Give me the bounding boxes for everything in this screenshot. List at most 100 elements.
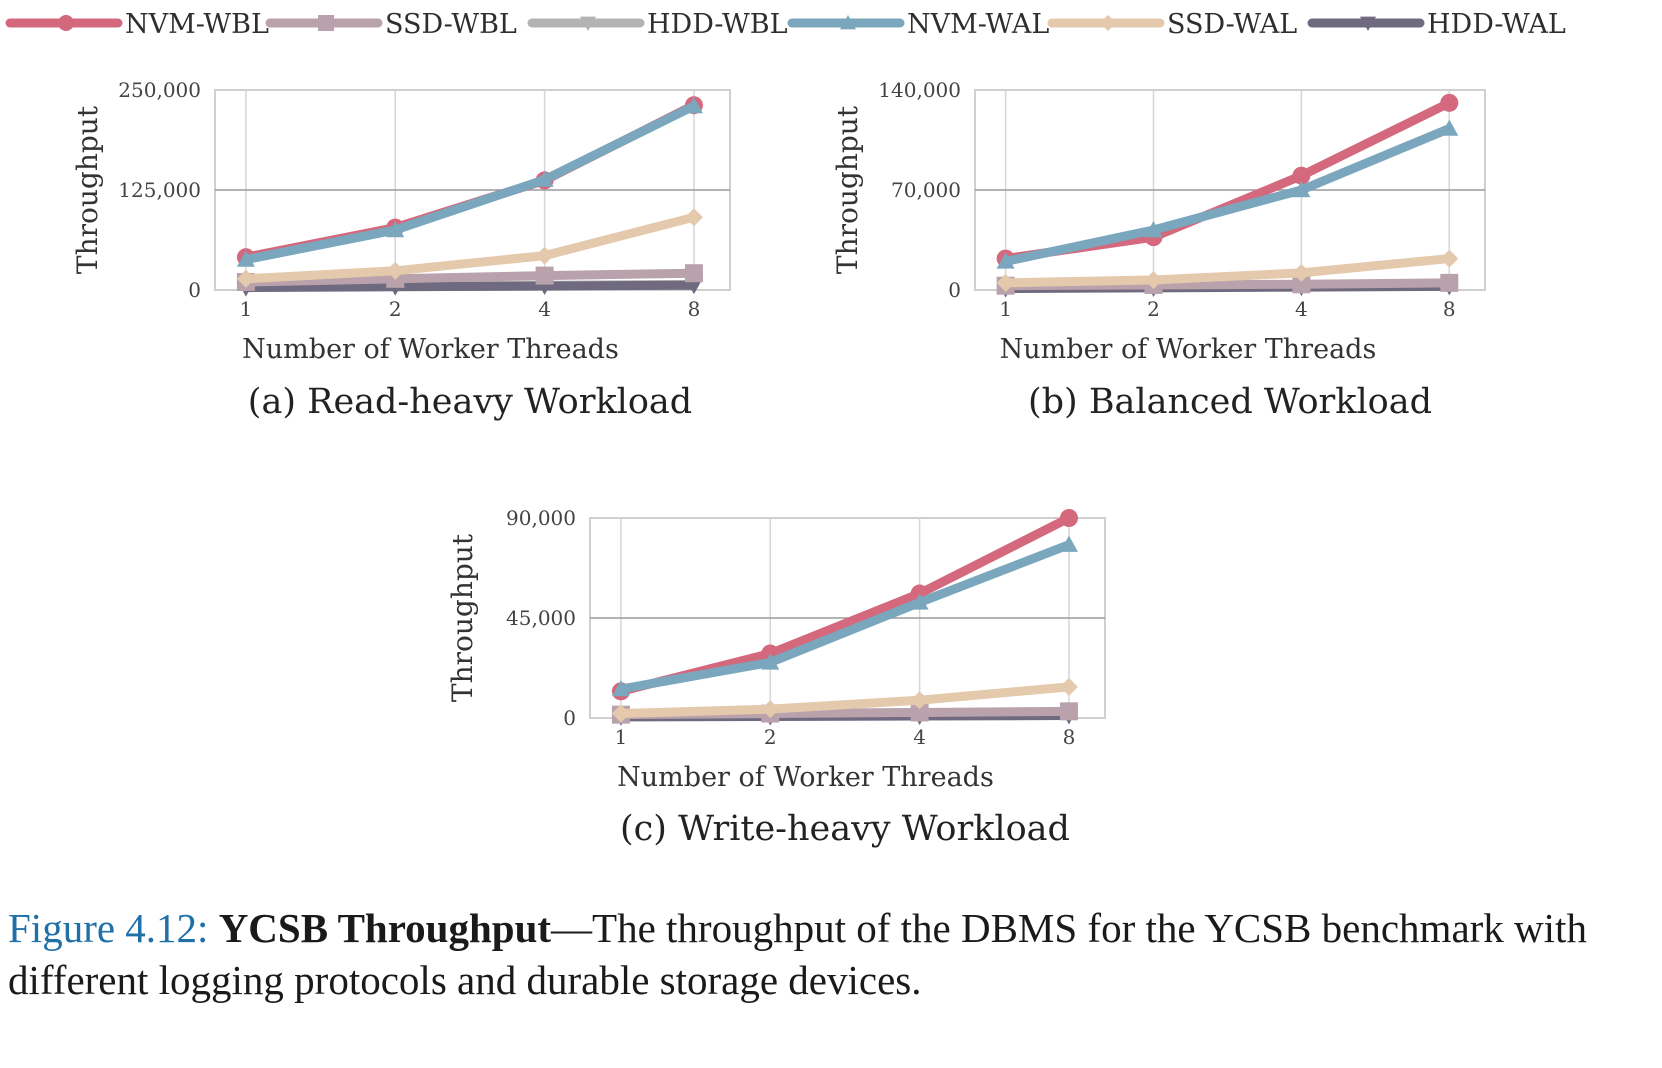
data-point bbox=[386, 221, 405, 238]
y-tick-label: 0 bbox=[188, 278, 201, 302]
data-point bbox=[1144, 271, 1163, 289]
legend-marker bbox=[580, 16, 596, 31]
legend-label: SSD-WAL bbox=[1167, 9, 1297, 40]
x-axis-label: Number of Worker Threads bbox=[617, 762, 994, 793]
data-point bbox=[1292, 181, 1311, 198]
series-line bbox=[616, 682, 1074, 719]
series-nvm-wbl bbox=[236, 96, 703, 267]
data-point bbox=[910, 703, 929, 722]
chart-title: (c) Write-heavy Workload bbox=[620, 809, 1070, 849]
y-tick-label: 0 bbox=[948, 278, 961, 302]
legend-item-nvm-wal: NVM-WAL bbox=[787, 9, 1049, 40]
x-axis-label: Number of Worker Threads bbox=[1000, 334, 1377, 365]
series-nvm-wal bbox=[996, 119, 1459, 269]
legend-marker bbox=[840, 15, 856, 30]
data-point bbox=[996, 273, 1015, 292]
x-tick-label: 2 bbox=[1147, 297, 1160, 321]
y-tick-label: 45,000 bbox=[506, 606, 576, 630]
data-point bbox=[684, 264, 703, 283]
data-point bbox=[1059, 677, 1078, 696]
data-point bbox=[1292, 166, 1311, 185]
y-tick-label: 140,000 bbox=[878, 78, 961, 102]
legend-label: NVM-WAL bbox=[907, 9, 1049, 40]
data-point bbox=[1440, 93, 1459, 112]
legend-label: HDD-WBL bbox=[647, 9, 788, 40]
charts: 1 2 4 8 0 125,000 250,000 Throughput Number of W… bbox=[71, 78, 1486, 849]
chart-2: 1 2 4 8 0 70,000 140,000 Throughput Number of Wo… bbox=[831, 78, 1486, 422]
series-line bbox=[241, 280, 699, 293]
y-tick-label: 125,000 bbox=[118, 178, 201, 202]
figure-caption: Figure 4.12: YCSB Throughput—The through… bbox=[8, 902, 1658, 1006]
y-axis-label: Throughput bbox=[446, 533, 479, 702]
x-tick-label: 1 bbox=[615, 725, 628, 749]
x-tick-label: 8 bbox=[688, 297, 701, 321]
series-nvm-wal bbox=[236, 97, 703, 267]
chart-3: 1 2 4 8 0 45,000 90,000 Throughput Number of Wor… bbox=[446, 506, 1106, 849]
chart-1: 1 2 4 8 0 125,000 250,000 Throughput Number of W… bbox=[71, 78, 731, 422]
series-nvm-wbl bbox=[996, 93, 1459, 268]
x-tick-label: 2 bbox=[389, 297, 402, 321]
legend-label: NVM-WBL bbox=[125, 9, 269, 40]
y-tick-label: 0 bbox=[563, 706, 576, 730]
data-point bbox=[1144, 221, 1163, 238]
series-ssd-wal bbox=[996, 249, 1459, 292]
legend-marker bbox=[58, 15, 74, 31]
data-point bbox=[910, 691, 929, 710]
data-point bbox=[761, 700, 780, 719]
x-tick-label: 4 bbox=[1295, 297, 1308, 321]
y-tick-label: 90,000 bbox=[506, 506, 576, 530]
x-tick-label: 8 bbox=[1443, 297, 1456, 321]
y-axis-label: Throughput bbox=[71, 105, 104, 274]
legend-item-ssd-wbl: SSD-WBL bbox=[265, 9, 517, 40]
series-line bbox=[1001, 254, 1454, 288]
legend-label: HDD-WAL bbox=[1427, 9, 1566, 40]
legend-item-hdd-wbl: HDD-WBL bbox=[527, 9, 788, 40]
data-point bbox=[996, 252, 1015, 269]
caption-bold-title: YCSB Throughput bbox=[218, 905, 552, 951]
data-point bbox=[1440, 249, 1459, 268]
x-tick-label: 8 bbox=[1063, 725, 1076, 749]
data-point bbox=[1059, 535, 1078, 552]
data-point bbox=[684, 97, 703, 114]
caption-text: —The throughput of the DBMS for the YCSB… bbox=[8, 905, 1587, 1003]
series-line bbox=[616, 513, 1074, 696]
x-tick-label: 1 bbox=[240, 297, 253, 321]
x-tick-label: 1 bbox=[999, 297, 1012, 321]
data-point bbox=[611, 704, 630, 723]
data-point bbox=[1440, 119, 1459, 136]
y-tick-label: 250,000 bbox=[118, 78, 201, 102]
legend-marker bbox=[1100, 15, 1116, 31]
series-ssd-wal bbox=[611, 677, 1078, 723]
data-point bbox=[684, 208, 703, 227]
data-point bbox=[535, 170, 554, 187]
data-point bbox=[1292, 263, 1311, 282]
series-line bbox=[241, 212, 699, 284]
data-point bbox=[611, 680, 630, 697]
series-line bbox=[616, 540, 1074, 694]
data-point bbox=[236, 250, 255, 267]
x-tick-label: 2 bbox=[764, 725, 777, 749]
legend-item-ssd-wal: SSD-WAL bbox=[1047, 9, 1297, 40]
data-point bbox=[535, 266, 554, 285]
x-tick-label: 4 bbox=[538, 297, 551, 321]
data-point bbox=[1059, 702, 1078, 721]
data-point bbox=[1440, 273, 1459, 292]
x-axis-label: Number of Worker Threads bbox=[242, 334, 619, 365]
data-point bbox=[910, 593, 929, 610]
y-tick-label: 70,000 bbox=[891, 178, 961, 202]
series-line bbox=[241, 101, 699, 265]
series-nvm-wbl bbox=[611, 509, 1078, 701]
series-ssd-wal bbox=[236, 208, 703, 288]
data-point bbox=[236, 269, 255, 288]
series-line bbox=[1001, 98, 1454, 264]
data-point bbox=[1059, 509, 1078, 527]
chart-title: (b) Balanced Workload bbox=[1028, 382, 1432, 422]
legend-marker bbox=[318, 15, 334, 31]
y-axis-label: Throughput bbox=[831, 105, 864, 274]
series-nvm-wal bbox=[611, 535, 1078, 697]
legend-item-hdd-wal: HDD-WAL bbox=[1307, 9, 1566, 40]
x-tick-label: 4 bbox=[913, 725, 926, 749]
series-line bbox=[241, 268, 699, 287]
data-point bbox=[386, 261, 405, 280]
